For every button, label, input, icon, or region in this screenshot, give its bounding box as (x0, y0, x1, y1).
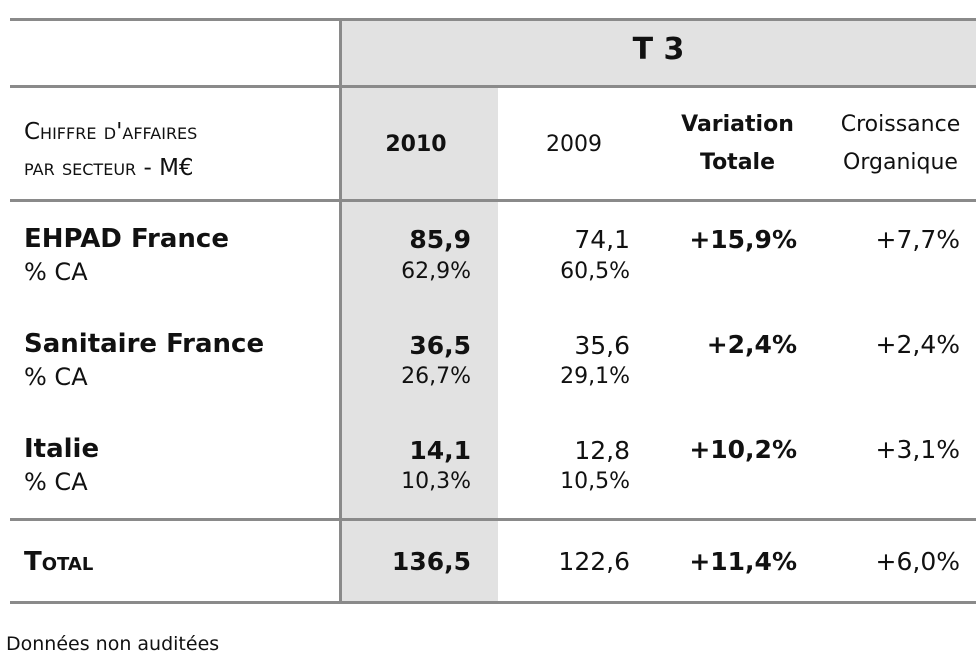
share-2009: 10,5% (560, 469, 630, 494)
rule-total-top (10, 518, 976, 521)
segment-share-label: % CA (24, 363, 88, 391)
rule-top (10, 18, 976, 21)
period-header: T 3 (632, 32, 685, 67)
variation-totale: +10,2% (689, 435, 797, 464)
segment-share-label: % CA (24, 258, 88, 286)
value-2010: 36,5 (409, 331, 471, 360)
value-2010: 14,1 (409, 436, 471, 465)
total-variation: +11,4% (689, 547, 797, 576)
variation-totale: +2,4% (706, 330, 797, 359)
footnote: Données non auditées (6, 633, 220, 655)
share-2009: 29,1% (560, 364, 630, 389)
value-2009: 74,1 (574, 225, 630, 254)
variation-totale: +15,9% (689, 225, 797, 254)
segment-name: Sanitaire France (24, 329, 265, 359)
rule-columns (10, 199, 976, 202)
row-header-line1: Chiffre d'affaires (24, 119, 198, 145)
share-2010: 62,9% (401, 259, 471, 284)
col-header-2009: 2009 (546, 132, 602, 157)
segment-name: EHPAD France (24, 224, 229, 254)
row-header-line2: par secteur - M€ (24, 155, 194, 181)
croissance-organique: +2,4% (875, 330, 960, 359)
value-2009: 35,6 (574, 331, 630, 360)
total-2009: 122,6 (558, 547, 630, 576)
rule-bottom (10, 601, 976, 604)
total-organique: +6,0% (875, 547, 960, 576)
value-2010: 85,9 (409, 225, 471, 254)
total-2010: 136,5 (391, 547, 471, 576)
header-band (341, 20, 976, 87)
croissance-organique: +3,1% (875, 435, 960, 464)
column-2010-shade (341, 87, 498, 603)
share-2010: 26,7% (401, 364, 471, 389)
col-header-croissance: Croissance Organique (840, 112, 961, 175)
row-header-label: Chiffre d'affaires par secteur - M€ (24, 114, 334, 186)
segment-share-label: % CA (24, 468, 88, 496)
share-2009: 60,5% (560, 259, 630, 284)
rule-header (10, 85, 976, 88)
croissance-organique: +7,7% (875, 225, 960, 254)
share-2010: 10,3% (401, 469, 471, 494)
total-label: Total (24, 547, 94, 577)
segment-name: Italie (24, 434, 100, 464)
value-2009: 12,8 (574, 436, 630, 465)
rule-vertical (339, 18, 342, 604)
col-header-variation: Variation Totale (681, 112, 794, 175)
col-header-2010: 2010 (385, 132, 447, 157)
